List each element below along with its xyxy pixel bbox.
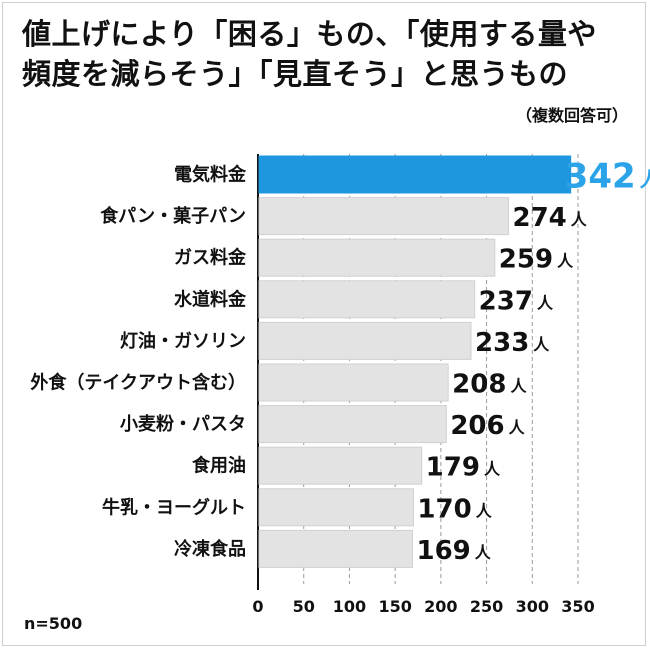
value-label: 233 xyxy=(475,328,529,358)
bars xyxy=(258,155,572,568)
value-unit: 人 xyxy=(475,543,492,562)
value-unit: 人 xyxy=(533,335,550,354)
x-tick-label: 100 xyxy=(333,597,366,616)
value-label: 274 xyxy=(513,203,567,233)
x-tick-label: 250 xyxy=(470,597,503,616)
bar xyxy=(258,197,510,236)
x-axis-ticks: 0 50 100 150 200 250 300 350 xyxy=(252,597,594,616)
bar xyxy=(258,529,414,568)
value-label: 170 xyxy=(417,494,471,524)
x-tick-label: 0 xyxy=(252,597,263,616)
category-label: 水道料金 xyxy=(174,288,247,310)
x-tick-label: 150 xyxy=(378,597,411,616)
category-label: 食パン・菓子パン xyxy=(99,205,246,227)
bar xyxy=(258,363,449,402)
value-unit: 人 xyxy=(509,418,526,437)
category-label: 食用油 xyxy=(191,455,246,477)
value-unit: 人 xyxy=(571,210,588,229)
chart-title: 値上げにより「困る」もの、「使用する量や 頻度を減らそう」「見直そう」と思うもの xyxy=(22,14,632,94)
value-label: 342 xyxy=(565,157,636,197)
x-tick-label: 350 xyxy=(561,597,594,616)
category-label: 外食（テイクアウト含む） xyxy=(30,372,246,394)
value-unit: 人 xyxy=(484,460,501,479)
bar xyxy=(258,238,496,277)
value-unit: 人 xyxy=(537,293,554,312)
value-unit: 人 xyxy=(557,252,574,271)
category-label: 灯油・ガソリン xyxy=(120,330,246,352)
value-label: 206 xyxy=(450,411,504,441)
value-unit: 人 xyxy=(510,377,527,396)
category-label: 冷凍食品 xyxy=(174,538,246,560)
value-label: 179 xyxy=(426,453,480,483)
category-label: ガス料金 xyxy=(174,247,247,269)
value-label: 169 xyxy=(417,536,471,566)
bar xyxy=(258,280,476,319)
category-label: 小麦粉・パスタ xyxy=(120,413,246,435)
value-label: 208 xyxy=(452,370,506,400)
title-line-1: 値上げにより「困る」もの、「使用する量や xyxy=(22,17,597,51)
value-unit: 人 xyxy=(640,168,650,192)
x-tick-label: 200 xyxy=(424,597,457,616)
value-label: 237 xyxy=(479,286,533,316)
bar xyxy=(258,321,472,360)
bar xyxy=(258,446,423,485)
category-label: 牛乳・ヨーグルト xyxy=(102,496,246,518)
title-line-2: 頻度を減らそう」「見直そう」と思うもの xyxy=(22,57,569,91)
subtitle: （複数回答可） xyxy=(515,106,628,125)
bar xyxy=(258,405,447,444)
bar xyxy=(258,155,572,194)
x-tick-label: 300 xyxy=(516,597,549,616)
value-label: 259 xyxy=(499,245,553,275)
category-label: 電気料金 xyxy=(174,164,247,186)
x-tick-label: 50 xyxy=(293,597,315,616)
sample-size: n=500 xyxy=(24,614,83,633)
value-unit: 人 xyxy=(476,501,493,520)
bar xyxy=(258,488,414,527)
